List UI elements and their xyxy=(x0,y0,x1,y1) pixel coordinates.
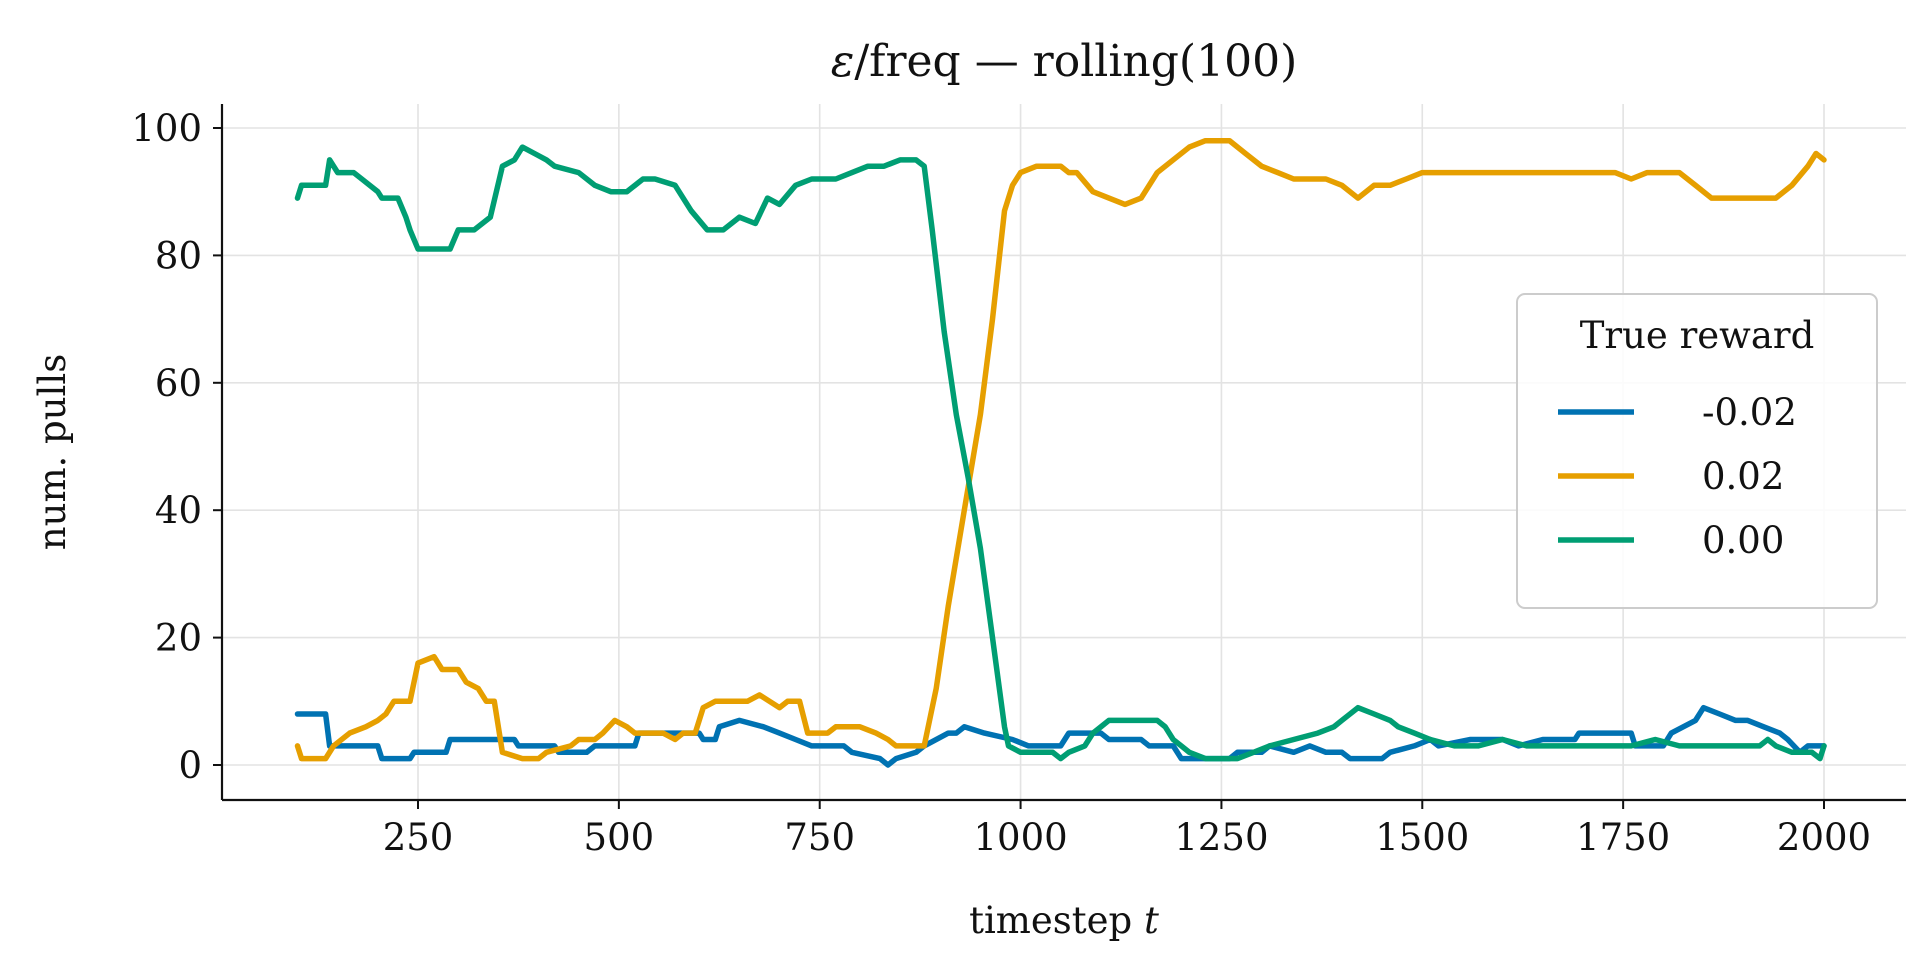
y-tick-label: 20 xyxy=(155,617,202,660)
series-line-0 xyxy=(294,704,1827,768)
series-line-1 xyxy=(294,137,1827,762)
chart-title: ε/freq — rolling(100) xyxy=(831,36,1298,87)
ticks: 250 500 750 1000 1250 1500 1750 2000 0 20 40 60 80 10… xyxy=(131,107,1871,859)
grid xyxy=(222,104,1906,800)
legend: True reward -0.02 0.02 0.00 xyxy=(1516,293,1878,609)
x-axis-label: timestep t xyxy=(969,899,1159,942)
x-tick-label: 1250 xyxy=(1174,816,1268,859)
title-prefix: ε xyxy=(831,36,855,87)
series-line-2 xyxy=(294,144,1827,762)
x-tick-label: 500 xyxy=(584,816,655,859)
y-tick-label: 100 xyxy=(131,107,202,150)
legend-label-1: 0.02 xyxy=(1702,455,1784,498)
title-rest: /freq — rolling(100) xyxy=(854,36,1297,87)
x-tick-label: 1750 xyxy=(1576,816,1670,859)
legend-label-2: 0.00 xyxy=(1702,519,1784,562)
series-group xyxy=(294,137,1827,768)
y-tick-label: 0 xyxy=(178,744,202,787)
x-tick-label: 2000 xyxy=(1777,816,1871,859)
legend-label-0: -0.02 xyxy=(1702,391,1797,434)
x-tick-label: 250 xyxy=(383,816,454,859)
y-tick-label: 40 xyxy=(155,489,202,532)
x-tick-label: 750 xyxy=(784,816,855,859)
y-axis-label: num. pulls xyxy=(31,354,74,550)
y-tick-label: 80 xyxy=(155,234,202,277)
legend-title: True reward xyxy=(1580,314,1815,357)
x-tick-label: 1500 xyxy=(1375,816,1469,859)
x-axis-label-text: timestep xyxy=(969,899,1144,942)
y-tick-label: 60 xyxy=(155,362,202,405)
axes xyxy=(220,104,1906,802)
legend-box xyxy=(1516,293,1878,609)
x-tick-label: 1000 xyxy=(973,816,1067,859)
x-axis-label-var: t xyxy=(1144,899,1159,942)
